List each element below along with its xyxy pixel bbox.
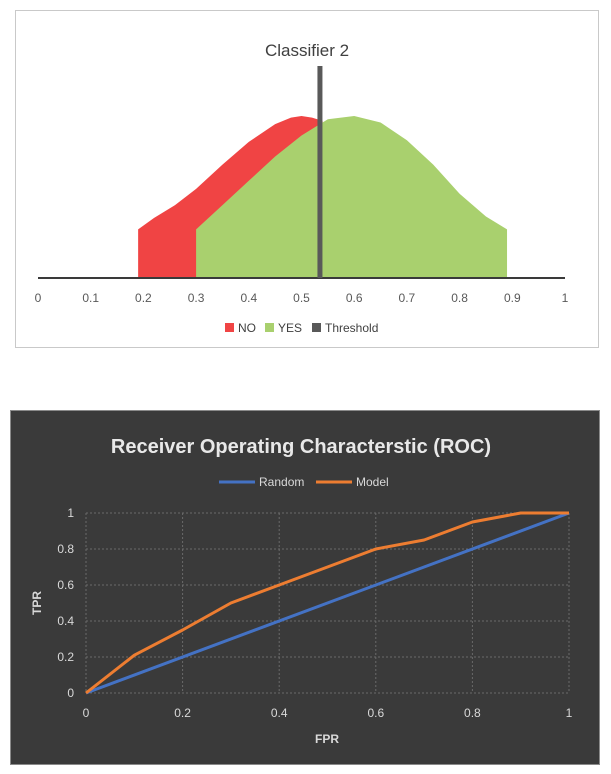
x-tick-label: 0.8 [451,291,468,305]
legend-label-no: NO [238,321,256,335]
x-tick-label: 0.8 [464,706,481,720]
tick-labels: 0 0.2 0.4 0.6 0.8 1 0 0.2 0.4 0.6 0.8 1 [57,506,572,720]
x-tick-label: 0.3 [188,291,205,305]
x-tick-label: 0.7 [399,291,416,305]
x-tick-label: 1 [566,706,573,720]
chart-title: Classifier 2 [265,41,349,60]
classifier-chart: Classifier 2 0 0.1 0.2 0.3 0.4 0.5 0.6 0.7 0.8 0.… [35,41,569,335]
roc-chart-panel: Receiver Operating Characterstic (ROC) R… [10,410,600,765]
x-tick-label: 0.5 [293,291,310,305]
roc-chart: Receiver Operating Characterstic (ROC) R… [30,436,573,746]
area-yes [196,116,508,278]
y-axis-label: TPR [30,591,44,615]
y-tick-label: 0.6 [57,578,74,592]
series-lines [85,511,570,695]
legend-label-yes: YES [278,321,302,335]
legend: Random Model [219,475,389,489]
x-axis-label: FPR [315,732,339,746]
legend-swatch-no [225,323,234,332]
y-tick-label: 0.4 [57,614,74,628]
gridlines [85,512,570,694]
x-tick-label: 0 [35,291,42,305]
classifier-chart-panel: Classifier 2 0 0.1 0.2 0.3 0.4 0.5 0.6 0.7 0.8 0.… [15,10,599,348]
y-tick-label: 0.8 [57,542,74,556]
x-tick-label: 0.1 [82,291,99,305]
x-tick-label: 0 [83,706,90,720]
x-tick-labels: 0 0.1 0.2 0.3 0.4 0.5 0.6 0.7 0.8 0.9 1 [35,291,569,305]
series-line-model [85,511,569,695]
legend-label-model: Model [356,475,389,489]
series-line-random [85,511,570,695]
x-tick-label: 0.6 [346,291,363,305]
legend-label-threshold: Threshold [325,321,378,335]
x-tick-label: 0.2 [135,291,152,305]
x-tick-label: 0.4 [271,706,288,720]
legend-swatch-yes [265,323,274,332]
x-tick-label: 1 [562,291,569,305]
legend: NO YES Threshold [225,321,378,335]
x-tick-label: 0.4 [240,291,257,305]
y-tick-label: 1 [67,506,74,520]
x-tick-label: 0.6 [367,706,384,720]
legend-swatch-threshold [312,323,321,332]
density-areas [138,116,508,278]
chart-title: Receiver Operating Characterstic (ROC) [111,436,491,458]
x-tick-label: 0.2 [174,706,191,720]
legend-label-random: Random [259,475,304,489]
x-tick-label: 0.9 [504,291,521,305]
y-tick-label: 0 [67,686,74,700]
y-tick-label: 0.2 [57,650,74,664]
